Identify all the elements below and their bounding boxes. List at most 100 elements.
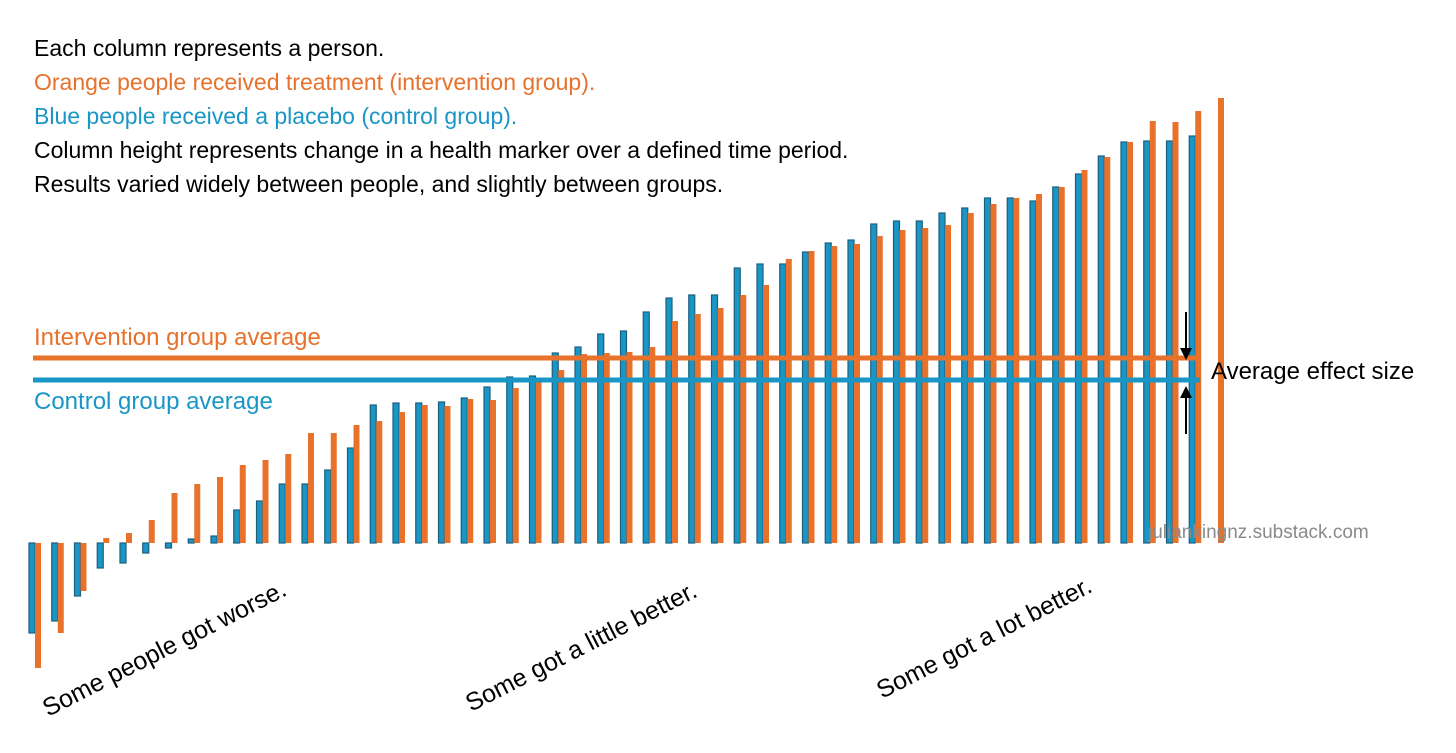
intervention-bar (1104, 157, 1111, 543)
intervention-bar (1218, 98, 1224, 543)
control-bar (483, 386, 491, 544)
control-bar (460, 397, 468, 544)
control-bar (1143, 140, 1151, 544)
intervention-bar (262, 460, 269, 543)
control-bar (1052, 186, 1060, 544)
intervention-bar (512, 388, 519, 543)
annotation-little-better: Some got a little better. (461, 576, 702, 717)
intro-line-2: Orange people received treatment (interv… (34, 69, 595, 95)
intervention-bar (1036, 194, 1042, 543)
control-bar (187, 538, 195, 544)
intervention-bar (399, 412, 405, 543)
intervention-bar (854, 244, 860, 543)
control-bar (324, 469, 332, 544)
intervention-bar (694, 314, 701, 543)
intervention-bar (649, 347, 656, 543)
effect-size-arrows (1180, 312, 1192, 434)
control-bar (574, 346, 582, 544)
intervention-bar (740, 295, 747, 543)
intervention-bar (1149, 121, 1156, 543)
control-bar (255, 500, 264, 544)
arrow-up-head (1180, 386, 1192, 398)
intervention-bar (376, 421, 383, 543)
control-bar (961, 207, 969, 544)
bars-group (28, 98, 1224, 668)
intro-text: Each column represents a person. Orange … (34, 35, 848, 197)
annotation-lot-better: Some got a lot better. (872, 572, 1096, 705)
control-bar (710, 294, 719, 544)
intervention-bar (535, 378, 542, 543)
control-bar (119, 542, 127, 564)
control-bar (1188, 135, 1196, 544)
intervention-bar (103, 538, 110, 543)
control-bar (415, 402, 423, 544)
intervention-bar (990, 204, 997, 543)
intervention-bar (1058, 187, 1065, 543)
intervention-bar (148, 520, 155, 543)
control-bar (688, 294, 696, 544)
control-bar (597, 333, 605, 544)
intervention-bar (330, 433, 337, 543)
control-bar (369, 404, 377, 544)
intervention-bar (308, 433, 314, 543)
intervention-bar (945, 225, 951, 543)
intervention-bar (194, 484, 201, 543)
intervention-bar (876, 236, 883, 543)
intervention-bar (126, 533, 132, 543)
control-bar (96, 542, 104, 569)
control-bar (1097, 155, 1105, 544)
intervention-bar (285, 454, 292, 543)
intervention-bar (831, 246, 838, 543)
intervention-bar (35, 543, 41, 668)
intervention-bar (217, 477, 223, 543)
control-bar (779, 263, 787, 544)
control-bar (733, 267, 741, 544)
intervention-bar (763, 285, 769, 543)
intervention-bar (808, 251, 815, 543)
intro-line-3: Blue people received a placebo (control … (34, 103, 517, 129)
control-bar (437, 401, 446, 544)
intro-line-5: Results varied widely between people, an… (34, 171, 723, 197)
control-bar (756, 263, 764, 544)
intervention-bar (239, 465, 246, 543)
intervention-bar (444, 406, 451, 543)
control-bar (801, 251, 810, 544)
intervention-bar (1127, 142, 1133, 543)
intervention-bar (717, 308, 724, 543)
intervention-bar (490, 400, 496, 543)
intervention-bar (57, 543, 64, 633)
control-bar (233, 509, 241, 544)
control-bar (847, 239, 855, 544)
intervention-average-label: Intervention group average (34, 324, 321, 351)
intervention-bar (626, 352, 633, 543)
intervention-bar (421, 405, 428, 543)
control-bar (619, 330, 628, 544)
control-bar (301, 483, 309, 544)
intervention-bar (672, 321, 678, 543)
intervention-bar (785, 259, 792, 543)
intervention-bar (581, 354, 587, 543)
control-bar (1165, 140, 1174, 544)
intervention-bar (171, 493, 178, 543)
intro-line-1: Each column represents a person. (34, 35, 384, 61)
control-bar (506, 376, 514, 544)
control-bar (210, 535, 218, 544)
control-bar (142, 542, 150, 554)
intervention-bar (922, 228, 929, 543)
control-average-label: Control group average (34, 388, 273, 415)
control-bar (164, 542, 173, 549)
control-bar (1029, 200, 1037, 544)
arrow-down-head (1180, 348, 1192, 360)
control-bar (642, 311, 650, 544)
control-bar (73, 542, 82, 597)
control-bar (51, 542, 59, 622)
intervention-bar (899, 230, 906, 543)
intervention-bar (80, 543, 87, 591)
control-bar (346, 447, 355, 544)
intervention-bar (1172, 122, 1179, 543)
control-bar (1006, 197, 1014, 544)
intervention-bar (467, 399, 474, 543)
control-bar (392, 402, 400, 544)
control-bar (983, 197, 992, 544)
